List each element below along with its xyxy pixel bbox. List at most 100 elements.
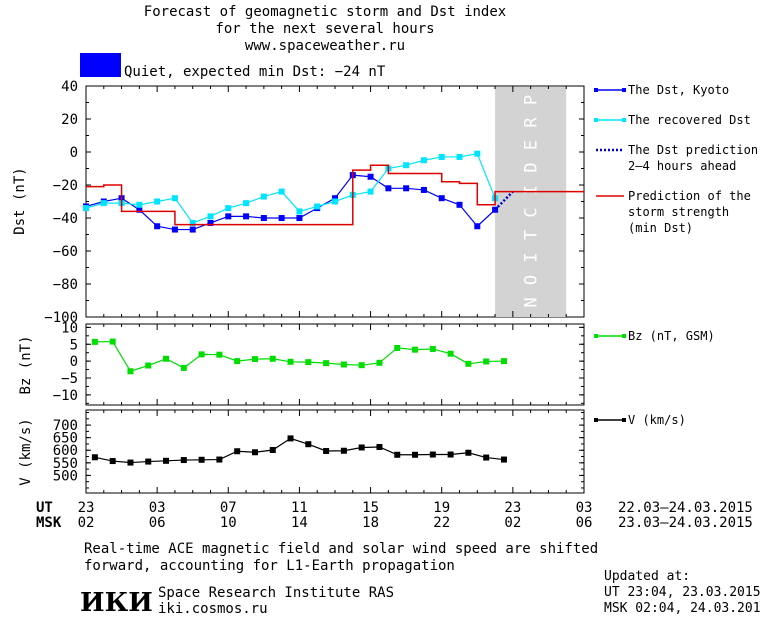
series-2-0 [91, 435, 507, 466]
data-point [207, 213, 214, 220]
institute-url: iki.cosmos.ru [158, 601, 268, 617]
legend-marker [594, 118, 598, 122]
y-tick-label: −20 [53, 178, 78, 194]
data-point [154, 198, 161, 205]
legend-marker [594, 334, 598, 338]
data-point [358, 444, 365, 451]
legend-marker [594, 418, 598, 422]
status-indicator [80, 53, 121, 77]
updated-msk: MSK 02:04, 24.03.2015 [604, 601, 760, 616]
data-point [420, 157, 427, 164]
series-1-0 [91, 338, 507, 375]
ut-tick-label: 19 [433, 500, 450, 516]
data-point [243, 213, 250, 220]
ut-tick-label: 11 [291, 500, 308, 516]
iki-logo: ИКИ [80, 588, 153, 618]
data-point [465, 449, 472, 456]
chart-title-line-3: www.spaceweather.ru [245, 38, 405, 54]
data-point [340, 361, 347, 368]
prediction-label-letter: N [522, 297, 542, 307]
tick-layer: 40200−20−40−60−80−1001050−5−107006506005… [44, 79, 585, 493]
y-tick-label: −80 [53, 277, 78, 293]
ut-tick-label: 23 [78, 500, 95, 516]
data-point [234, 448, 241, 455]
y-tick-label: 0 [70, 145, 78, 161]
footnote-line-2: forward, accounting for L1-Earth propaga… [84, 558, 455, 574]
v-axis-label: V (km/s) [18, 418, 34, 485]
series-line [85, 152, 496, 224]
data-point [109, 458, 116, 465]
data-point [358, 362, 365, 369]
prediction-label-letter: T [522, 230, 542, 240]
data-point [180, 364, 187, 371]
data-point [83, 205, 89, 212]
data-point [420, 186, 427, 193]
y-tick-label: −10 [53, 388, 78, 404]
chart-title-line-2: for the next several hours [215, 21, 434, 37]
y-tick-label: 20 [61, 112, 78, 128]
ut-tick-label: 23 [504, 500, 521, 516]
data-point [456, 201, 463, 208]
prediction-label-letter: E [522, 140, 542, 150]
data-point [296, 208, 303, 215]
data-point [287, 358, 294, 365]
data-point [269, 355, 276, 362]
data-point [207, 219, 214, 226]
prediction-label-letter: I [522, 252, 542, 262]
prediction-region [495, 87, 567, 317]
data-point [251, 356, 258, 363]
data-point [314, 203, 321, 210]
data-point [91, 338, 98, 345]
data-point [234, 358, 241, 365]
dst-axis-label: Dst (nT) [12, 167, 28, 234]
y-tick-label: 5 [70, 337, 78, 353]
y-tick-label: 600 [53, 443, 78, 459]
data-point [474, 150, 481, 157]
data-point [260, 193, 267, 200]
legend-entry: Prediction of the storm strength (min Dst) [596, 189, 751, 235]
legend-entry: V (km/s) [594, 413, 686, 427]
data-point [136, 206, 143, 213]
prediction-label-letter: O [522, 275, 542, 285]
data-point [278, 215, 285, 221]
y-tick-label: 10 [61, 320, 78, 336]
y-tick-label: −100 [44, 310, 78, 326]
data-point [438, 195, 445, 202]
legend-marker [594, 88, 598, 92]
ut-tick-label: 07 [220, 500, 237, 516]
data-point [100, 200, 107, 207]
updated-label: Updated at: [604, 569, 690, 584]
data-point [296, 215, 303, 221]
data-point [412, 451, 419, 458]
data-point [483, 358, 490, 365]
legend-label: The Dst prediction [628, 143, 758, 157]
data-point [376, 443, 383, 450]
data-point [198, 351, 205, 358]
legend-entry: The recovered Dst [594, 113, 751, 127]
data-point [332, 195, 338, 202]
legend-marker [622, 418, 626, 422]
data-point [429, 345, 436, 352]
data-point [251, 449, 258, 456]
y-tick-label: 500 [53, 468, 78, 484]
data-point [136, 201, 143, 208]
data-point [163, 355, 170, 362]
data-point [447, 451, 454, 458]
legend-marker [622, 334, 626, 338]
data-point [189, 226, 196, 233]
data-point [456, 153, 463, 160]
prediction-label-letter: P [522, 95, 542, 105]
data-point [394, 344, 401, 351]
legend-label: Bz (nT, GSM) [628, 329, 715, 343]
data-point [447, 350, 454, 357]
data-point [243, 200, 250, 207]
series-0-3 [86, 164, 584, 226]
bz-axis-label: Bz (nT) [18, 335, 34, 394]
data-point [332, 198, 338, 205]
data-point [189, 219, 196, 226]
y-tick-label: 650 [53, 431, 78, 447]
status-text: Quiet, expected min Dst: −24 nT [124, 64, 386, 80]
y-tick-label: 0 [70, 354, 78, 370]
y-tick-label: −40 [53, 211, 78, 227]
